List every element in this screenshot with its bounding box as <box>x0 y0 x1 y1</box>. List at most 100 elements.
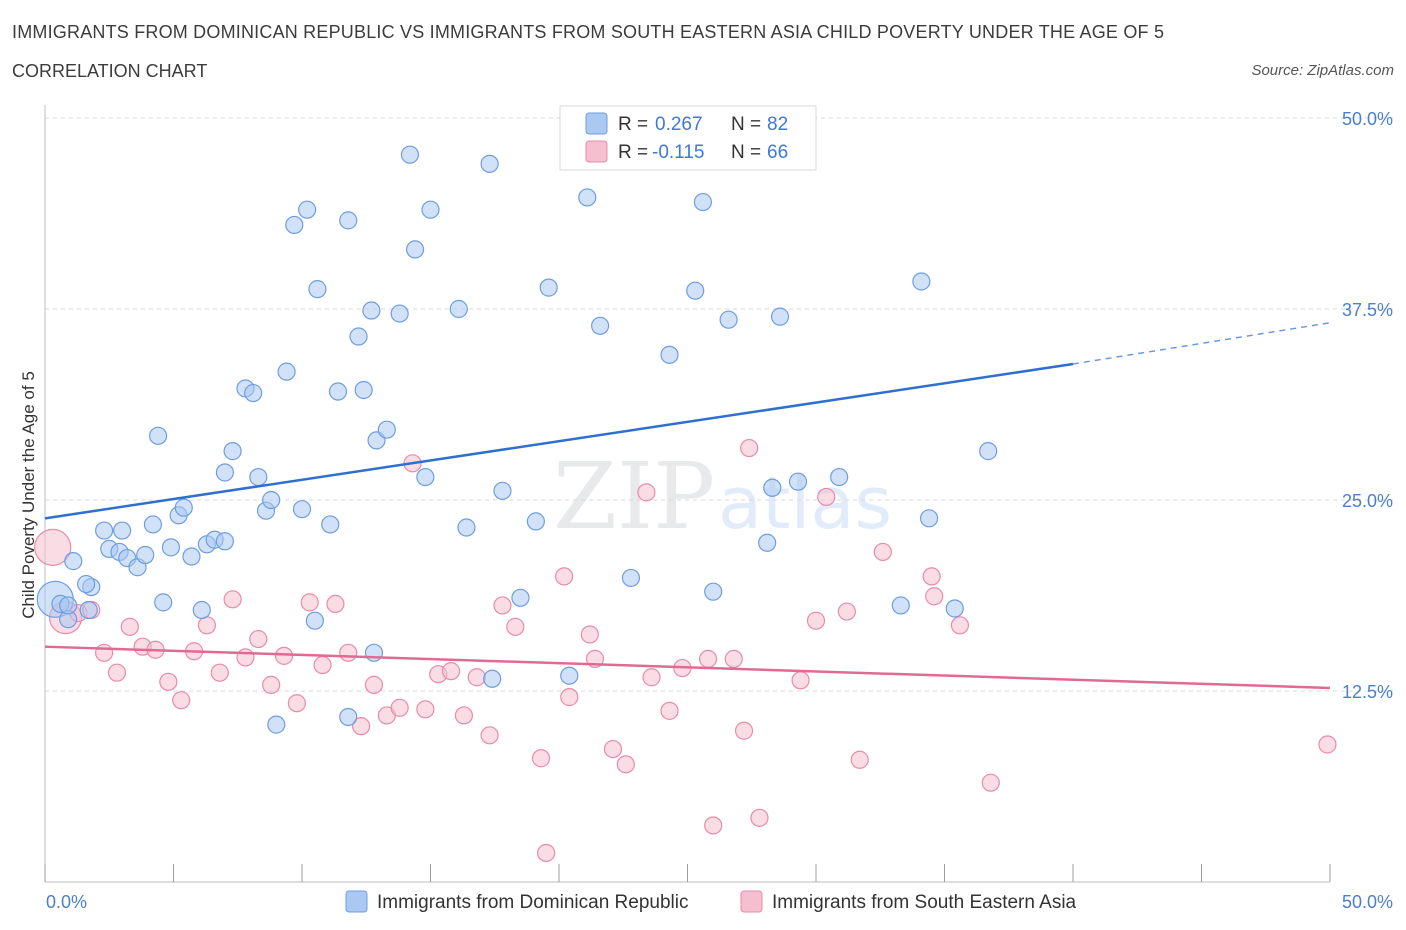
point-south-eastern-asia <box>287 694 306 713</box>
trend-line-dominican-republic <box>44 362 1074 520</box>
point-south-eastern-asia <box>791 671 810 690</box>
point-south-eastern-asia <box>506 617 525 636</box>
point-dominican-republic <box>354 380 373 400</box>
bottom-legend-swatch-series2 <box>740 890 763 913</box>
point-dominican-republic <box>328 382 348 401</box>
point-dominican-republic <box>405 240 425 259</box>
point-dominican-republic <box>215 463 234 482</box>
point-dominican-republic <box>292 500 312 519</box>
watermark-atlas: atlas <box>718 461 892 545</box>
point-south-eastern-asia <box>560 688 579 707</box>
point-south-eastern-asia <box>480 726 499 745</box>
point-dominican-republic <box>79 600 98 620</box>
y-tick-label: 12.5% <box>1342 682 1393 702</box>
correlation-legend: R = 0.267 N = 82 R = -0.115 N = 66 <box>559 105 817 171</box>
point-dominican-republic <box>390 304 409 323</box>
point-dominican-republic <box>298 200 317 219</box>
point-south-eastern-asia <box>616 755 635 774</box>
point-south-eastern-asia <box>704 816 723 835</box>
y-tick-label: 50.0% <box>1342 109 1393 129</box>
point-south-eastern-asia <box>313 655 332 675</box>
point-south-eastern-asia <box>364 675 384 694</box>
point-south-eastern-asia <box>734 721 754 740</box>
trend-lines <box>44 322 1331 690</box>
point-dominican-republic <box>112 521 132 540</box>
point-south-eastern-asia <box>537 843 556 863</box>
point-dominican-republic <box>830 467 849 487</box>
grid-lines <box>45 117 1395 692</box>
legend-n-value-1: 82 <box>767 114 788 135</box>
point-dominican-republic <box>174 498 193 517</box>
tick-labels: 12.5% 25.0% 37.5% 50.0% 0.0% 50.0% <box>46 109 1393 912</box>
point-dominican-republic <box>305 611 324 630</box>
legend-n-label-2: N = <box>731 142 761 163</box>
y-tick-label: 25.0% <box>1342 491 1393 511</box>
point-dominican-republic <box>400 145 420 164</box>
point-dominican-republic <box>223 442 242 461</box>
point-dominican-republic <box>416 467 435 487</box>
point-dominican-republic <box>578 188 597 207</box>
y-axis-label: Child Poverty Under the Age of 5 <box>19 371 38 619</box>
point-dominican-republic <box>192 600 211 620</box>
point-dominican-republic <box>249 467 268 487</box>
point-south-eastern-asia <box>441 662 461 681</box>
point-south-eastern-asia <box>339 643 358 662</box>
point-south-eastern-asia <box>274 646 294 665</box>
chart-subtitle: CORRELATION CHART <box>12 61 208 81</box>
point-south-eastern-asia <box>159 672 178 691</box>
point-dominican-republic <box>621 568 641 588</box>
point-dominican-republic <box>321 515 340 534</box>
point-south-eastern-asia <box>454 706 474 725</box>
point-dominican-republic <box>182 547 201 566</box>
y-tick-label: 37.5% <box>1342 300 1393 320</box>
point-dominican-republic <box>161 538 181 557</box>
watermark-zip: ZIP <box>553 443 715 550</box>
legend-r-value-1: 0.267 <box>655 114 703 135</box>
series-legend: Immigrants from Dominican Republic Immig… <box>345 890 1077 913</box>
point-dominican-republic <box>277 362 296 381</box>
point-dominican-republic <box>770 307 790 326</box>
series-dominican-republic-points <box>36 145 998 734</box>
point-dominican-republic <box>526 512 545 531</box>
point-dominican-republic <box>377 420 396 439</box>
legend-n-label-1: N = <box>731 114 761 135</box>
point-south-eastern-asia <box>300 593 319 612</box>
x-tick-label-min: 0.0% <box>46 892 87 912</box>
point-south-eastern-asia <box>107 663 127 682</box>
point-south-eastern-asia <box>197 616 217 635</box>
legend-swatch-series2 <box>585 140 608 163</box>
point-dominican-republic <box>704 582 723 601</box>
source-note: Source: ZipAtlas.com <box>1251 62 1394 79</box>
point-dominican-republic <box>267 715 286 734</box>
point-dominican-republic <box>763 478 782 497</box>
point-south-eastern-asia <box>873 542 892 562</box>
point-south-eastern-asia <box>837 602 856 621</box>
point-dominican-republic <box>719 310 738 329</box>
point-dominican-republic <box>457 518 476 537</box>
point-south-eastern-asia <box>34 528 72 566</box>
chart-title: IMMIGRANTS FROM DOMINICAN REPUBLIC VS IM… <box>12 22 1165 42</box>
point-south-eastern-asia <box>724 649 743 669</box>
point-south-eastern-asia <box>223 590 242 609</box>
trend-line-dominican-republic-extension <box>1072 322 1331 365</box>
point-south-eastern-asia <box>660 701 679 720</box>
point-south-eastern-asia <box>642 668 661 687</box>
point-south-eastern-asia <box>925 587 944 606</box>
point-south-eastern-asia <box>236 648 255 667</box>
point-dominican-republic <box>979 442 998 461</box>
point-south-eastern-asia <box>210 663 229 682</box>
point-dominican-republic <box>262 490 281 510</box>
point-dominican-republic <box>244 383 263 403</box>
point-dominican-republic <box>919 509 939 528</box>
watermark: ZIP atlas <box>553 443 892 550</box>
point-south-eastern-asia <box>580 625 599 644</box>
point-dominican-republic <box>148 426 168 445</box>
point-dominican-republic <box>912 272 931 291</box>
point-south-eastern-asia <box>352 717 371 736</box>
legend-swatch-series1 <box>585 112 608 135</box>
point-south-eastern-asia <box>806 611 826 630</box>
point-south-eastern-asia <box>698 649 718 669</box>
point-south-eastern-asia <box>603 739 623 759</box>
point-dominican-republic <box>77 574 96 594</box>
